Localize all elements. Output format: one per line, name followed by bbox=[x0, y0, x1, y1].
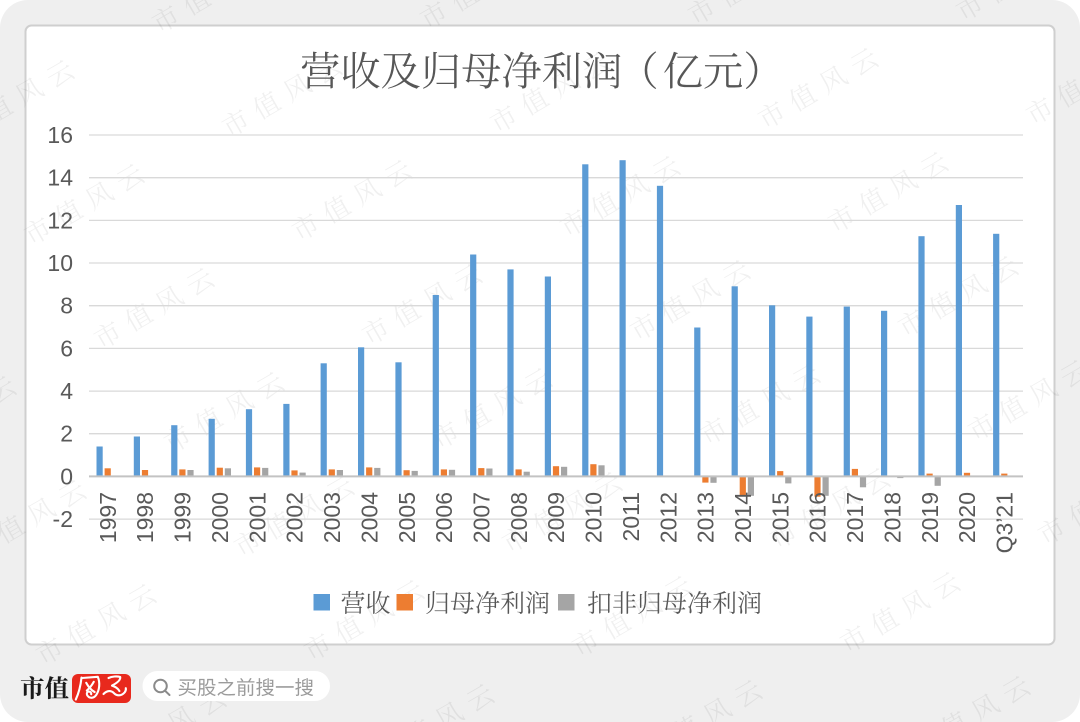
svg-text:10: 10 bbox=[47, 250, 73, 276]
svg-text:2019: 2019 bbox=[917, 492, 943, 543]
svg-text:2014: 2014 bbox=[730, 492, 756, 543]
svg-text:2013: 2013 bbox=[693, 492, 719, 543]
svg-text:2003: 2003 bbox=[319, 492, 345, 543]
svg-text:1997: 1997 bbox=[95, 492, 121, 543]
svg-text:16: 16 bbox=[47, 122, 73, 148]
svg-text:2016: 2016 bbox=[805, 492, 831, 543]
svg-text:-2: -2 bbox=[53, 506, 73, 532]
svg-text:2005: 2005 bbox=[394, 492, 420, 543]
svg-text:2010: 2010 bbox=[581, 492, 607, 543]
svg-text:2011: 2011 bbox=[618, 492, 644, 541]
svg-text:8: 8 bbox=[60, 293, 73, 319]
svg-text:2000: 2000 bbox=[207, 492, 233, 543]
svg-text:0: 0 bbox=[60, 463, 73, 489]
svg-text:2009: 2009 bbox=[543, 492, 569, 543]
svg-text:2007: 2007 bbox=[469, 492, 495, 543]
svg-text:2017: 2017 bbox=[842, 492, 868, 543]
svg-text:14: 14 bbox=[47, 165, 73, 191]
svg-text:1998: 1998 bbox=[132, 492, 158, 543]
svg-text:2020: 2020 bbox=[954, 492, 980, 543]
svg-text:6: 6 bbox=[60, 335, 73, 361]
svg-text:Q3’21: Q3’21 bbox=[992, 492, 1018, 553]
svg-text:2006: 2006 bbox=[431, 492, 457, 543]
svg-text:4: 4 bbox=[60, 378, 73, 404]
svg-text:2002: 2002 bbox=[282, 492, 308, 543]
svg-text:12: 12 bbox=[47, 207, 73, 233]
svg-text:2012: 2012 bbox=[655, 492, 681, 543]
svg-text:2004: 2004 bbox=[356, 492, 382, 543]
svg-text:1999: 1999 bbox=[170, 492, 196, 543]
svg-text:2: 2 bbox=[60, 421, 73, 447]
svg-text:2015: 2015 bbox=[767, 492, 793, 543]
svg-text:2001: 2001 bbox=[244, 492, 270, 543]
svg-text:2018: 2018 bbox=[879, 492, 905, 543]
svg-text:2008: 2008 bbox=[506, 492, 532, 543]
